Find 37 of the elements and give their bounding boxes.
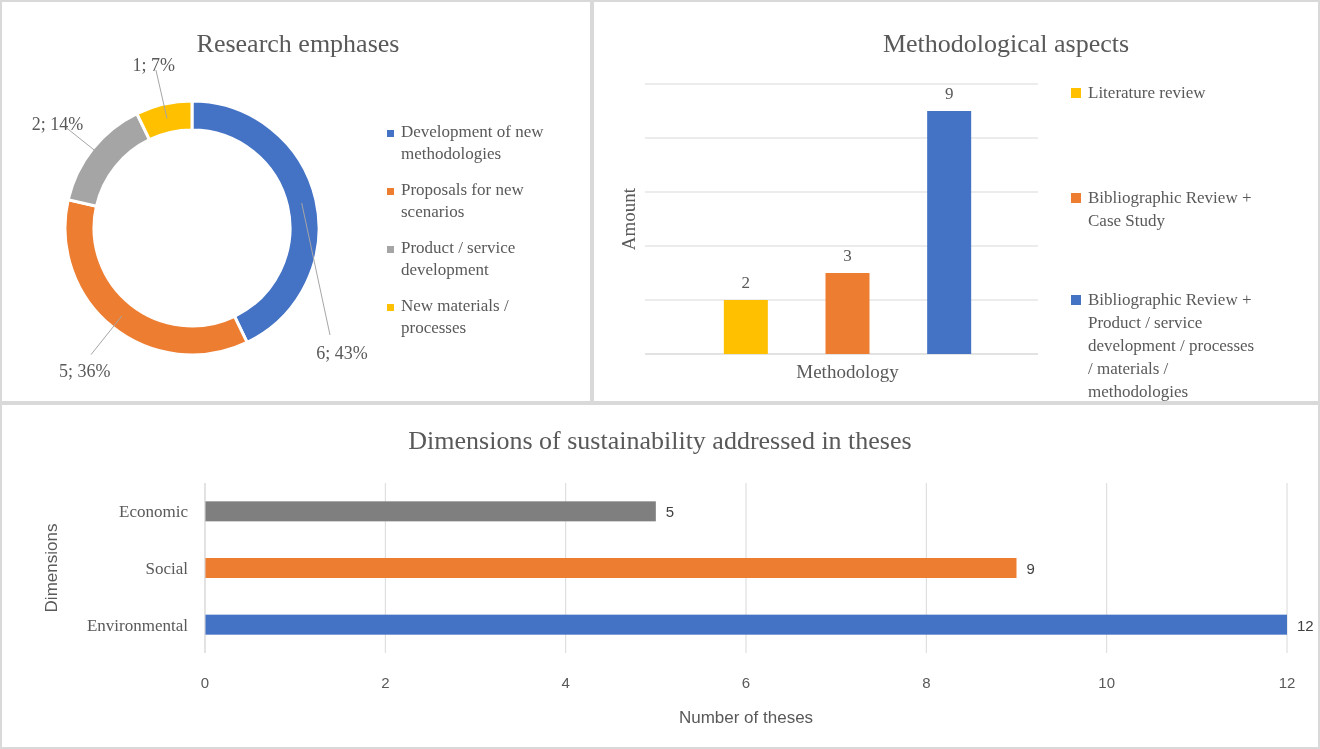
x-tick-label: 8 <box>922 674 931 691</box>
y-axis-title: Dimensions <box>42 523 61 613</box>
data-label: 9 <box>1026 560 1035 577</box>
legend-label: New materials / processes <box>401 296 509 337</box>
data-label: 2; 14% <box>31 113 84 134</box>
x-tick-label: 0 <box>200 674 210 691</box>
data-label: 3 <box>843 246 852 265</box>
x-axis-title: Methodology <box>796 361 900 382</box>
bar <box>205 501 656 522</box>
x-tick-label: 2 <box>381 674 390 691</box>
y-tick-label: Environmental <box>86 615 189 635</box>
chart-title: Dimensions of sustainability addressed in theses <box>408 426 912 455</box>
y-tick-label: Social <box>145 559 189 578</box>
data-label: 5 <box>665 503 675 521</box>
x-tick-label: 12 <box>1278 674 1296 691</box>
x-tick-label: 10 <box>1098 674 1116 691</box>
data-label: 12 <box>1297 616 1314 634</box>
chart-title: Methodological aspects <box>882 29 1130 58</box>
legend-label: Proposals for new scenarios <box>401 180 525 221</box>
data-label: 9 <box>944 84 954 103</box>
legend-label: Development of new methodologies <box>401 122 545 163</box>
data-label: 5; 36% <box>59 360 111 381</box>
bar <box>205 558 1017 578</box>
x-tick-label: 4 <box>561 674 570 691</box>
x-axis-title: Number of theses <box>678 708 814 727</box>
data-label: 6; 43% <box>316 343 368 363</box>
legend-label: Bibliographic Review + Case Study <box>1088 188 1252 230</box>
bar <box>205 614 1287 635</box>
data-label: 1; 7% <box>132 55 175 76</box>
legend-label: Bibliographic Review + Product / service development / processes / materials / methodologies <box>1088 290 1255 401</box>
legend-label: Product / service development <box>401 238 516 279</box>
data-label: 2 <box>741 273 751 292</box>
chart-title: Research emphases <box>196 29 400 58</box>
x-tick-label: 6 <box>741 674 751 691</box>
y-tick-label: Economic <box>119 502 189 522</box>
y-axis-title: Amount <box>618 187 639 251</box>
legend-label: Literature review <box>1088 83 1207 102</box>
